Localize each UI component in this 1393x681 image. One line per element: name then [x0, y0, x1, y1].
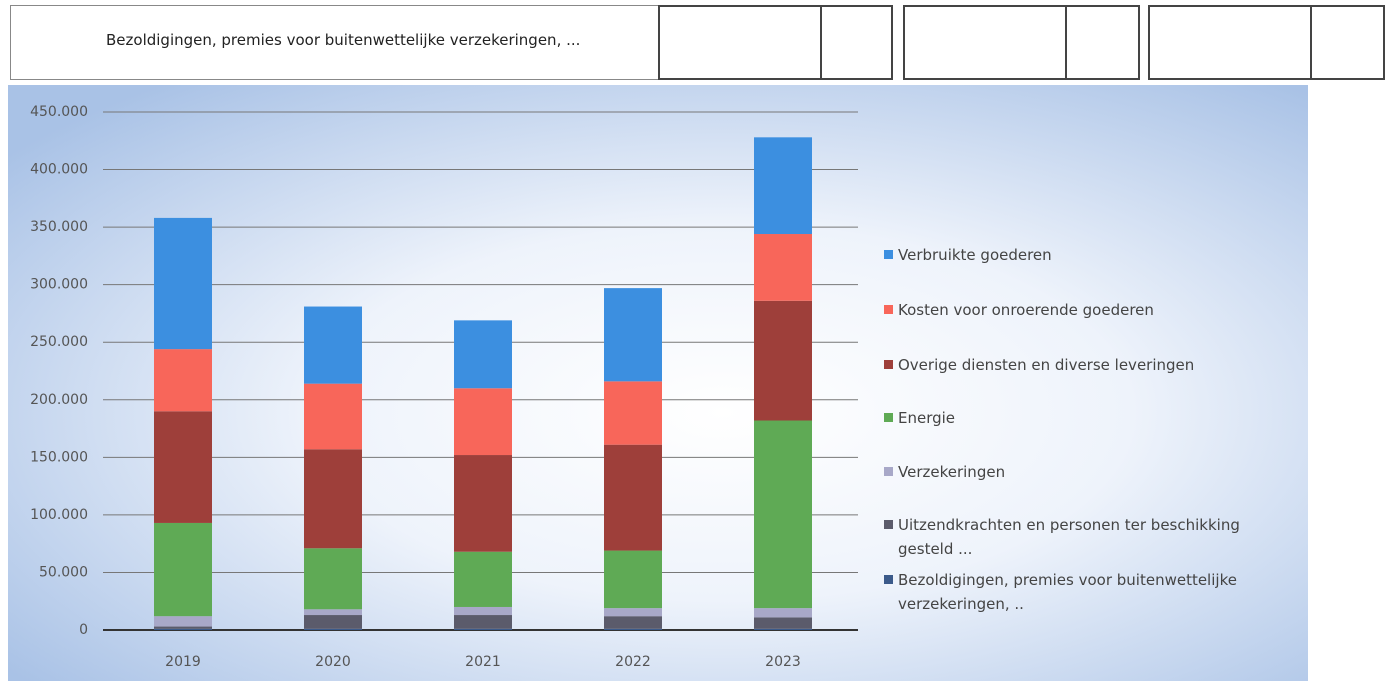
- bar-segment: [154, 217, 212, 350]
- bar-segment: [304, 306, 362, 384]
- bar-segment: [304, 383, 362, 450]
- header-cell: Bezoldigingen, premies voor buitenwettel…: [10, 5, 660, 80]
- bar-segment: [154, 616, 212, 627]
- legend-item: Verzekeringen: [884, 460, 1274, 484]
- y-tick-label: 150.000: [30, 449, 88, 465]
- header-cell: [1310, 5, 1385, 80]
- legend-swatch: [884, 360, 893, 369]
- legend-swatch: [884, 250, 893, 259]
- legend-item: Kosten voor onroerende goederen: [884, 298, 1274, 322]
- bar-segment: [604, 381, 662, 445]
- legend-item: Bezoldigingen, premies voor buitenwettel…: [884, 568, 1274, 616]
- bar-segment: [454, 606, 512, 616]
- x-tick-label: 2021: [465, 654, 501, 670]
- legend-swatch: [884, 413, 893, 422]
- legend-label: Verbruikte goederen: [898, 246, 1052, 264]
- x-tick-label: 2019: [165, 654, 201, 670]
- bar-segment: [304, 609, 362, 616]
- legend-swatch: [884, 520, 893, 529]
- legend-label: Energie: [898, 409, 956, 427]
- bar-segment: [604, 628, 662, 630]
- legend-swatch: [884, 467, 893, 476]
- bar-segment: [754, 608, 812, 618]
- bar-segment: [154, 349, 212, 412]
- legend-label: Overige diensten en diverse leveringen: [898, 356, 1195, 374]
- legend-label: Bezoldigingen, premies voor buitenwettel…: [898, 571, 1237, 613]
- bar-segment: [304, 628, 362, 630]
- legend-swatch: [884, 305, 893, 314]
- bar-segment: [754, 420, 812, 609]
- bar-segment: [304, 449, 362, 549]
- bar-segment: [454, 551, 512, 607]
- bar-segment: [304, 548, 362, 610]
- y-tick-label: 450.000: [30, 104, 88, 120]
- legend-label: Uitzendkrachten en personen ter beschikk…: [898, 516, 1240, 558]
- bar-segment: [154, 522, 212, 617]
- bar-segment: [604, 550, 662, 609]
- x-tick-label: 2023: [765, 654, 801, 670]
- header-cell: [658, 5, 822, 80]
- y-tick-label: 350.000: [30, 219, 88, 235]
- header-cell: [820, 5, 893, 80]
- header-text: Bezoldigingen, premies voor buitenwettel…: [106, 31, 581, 49]
- bar-segment: [754, 300, 812, 421]
- legend-item: Uitzendkrachten en personen ter beschikk…: [884, 513, 1274, 561]
- bar-segment: [304, 615, 362, 629]
- x-tick-label: 2022: [615, 654, 651, 670]
- y-tick-label: 300.000: [30, 277, 88, 293]
- header-cell: [1065, 5, 1140, 80]
- bar-segment: [754, 617, 812, 629]
- bar-segment: [154, 411, 212, 523]
- y-tick-label: 50.000: [39, 564, 88, 580]
- legend-item: Verbruikte goederen: [884, 243, 1274, 267]
- bar-segment: [454, 320, 512, 389]
- legend-label: Kosten voor onroerende goederen: [898, 301, 1154, 319]
- legend-item: Energie: [884, 406, 1274, 430]
- bar-segment: [154, 626, 212, 629]
- bar-segment: [754, 137, 812, 235]
- header-cell: [903, 5, 1067, 80]
- y-tick-label: 100.000: [30, 507, 88, 523]
- bar-segment: [154, 628, 212, 630]
- y-tick-label: 0: [79, 622, 88, 638]
- header-cell: [1148, 5, 1312, 80]
- legend-label: Verzekeringen: [898, 463, 1006, 481]
- bar-segment: [754, 234, 812, 301]
- y-tick-label: 400.000: [30, 162, 88, 178]
- y-tick-label: 200.000: [30, 392, 88, 408]
- bar-segment: [604, 608, 662, 617]
- legend-item: Overige diensten en diverse leveringen: [884, 353, 1274, 377]
- bar-segment: [454, 615, 512, 629]
- bar-segment: [604, 444, 662, 551]
- bar-segment: [604, 288, 662, 382]
- bar-segment: [604, 616, 662, 629]
- bar-segment: [754, 628, 812, 630]
- x-tick-label: 2020: [315, 654, 351, 670]
- legend-swatch: [884, 575, 893, 584]
- bar-segment: [454, 388, 512, 456]
- bar-segment: [454, 455, 512, 552]
- y-tick-label: 250.000: [30, 334, 88, 350]
- bar-segment: [454, 628, 512, 630]
